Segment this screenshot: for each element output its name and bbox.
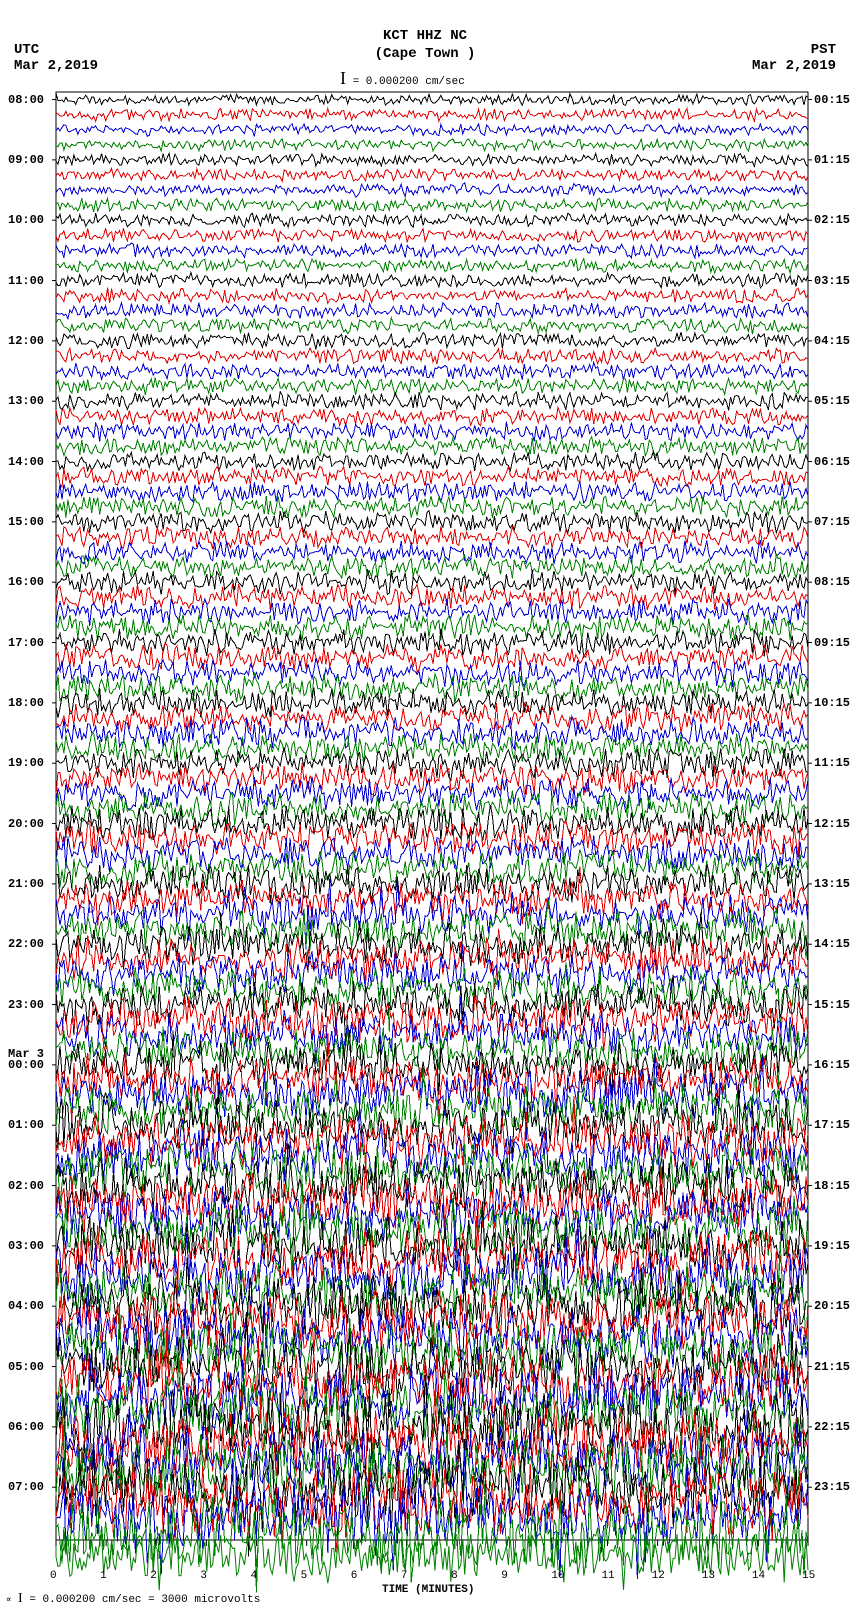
utc-hour-label: 14:00 bbox=[8, 455, 44, 469]
utc-hour-label: 06:00 bbox=[8, 1420, 44, 1434]
pst-hour-label: 02:15 bbox=[814, 213, 850, 227]
x-tick: 13 bbox=[702, 1570, 715, 1582]
utc-hour-label: 04:00 bbox=[8, 1299, 44, 1313]
pst-hour-label: 04:15 bbox=[814, 334, 850, 348]
utc-hour-label: 23:00 bbox=[8, 998, 44, 1012]
pst-hour-label: 17:15 bbox=[814, 1118, 850, 1132]
helicorder-container: KCT HHZ NC (Cape Town ) I = 0.000200 cm/… bbox=[0, 0, 850, 1613]
pst-hour-label: 14:15 bbox=[814, 937, 850, 951]
x-tick: 0 bbox=[50, 1570, 57, 1582]
pst-hour-label: 06:15 bbox=[814, 455, 850, 469]
conversion-footer: ∝ I = 0.000200 cm/sec = 3000 microvolts bbox=[6, 1591, 260, 1607]
pst-hour-label: 19:15 bbox=[814, 1239, 850, 1253]
utc-hour-label: 18:00 bbox=[8, 696, 44, 710]
x-tick: 11 bbox=[601, 1570, 614, 1582]
pst-hour-label: 21:15 bbox=[814, 1360, 850, 1374]
pst-hour-label: 23:15 bbox=[814, 1480, 850, 1494]
x-tick: 12 bbox=[652, 1570, 665, 1582]
pst-hour-label: 05:15 bbox=[814, 394, 850, 408]
utc-hour-label: 17:00 bbox=[8, 636, 44, 650]
pst-hour-label: 16:15 bbox=[814, 1058, 850, 1072]
x-axis-title: TIME (MINUTES) bbox=[382, 1584, 474, 1596]
utc-hour-label: 12:00 bbox=[8, 334, 44, 348]
utc-hour-label: 19:00 bbox=[8, 756, 44, 770]
x-tick: 3 bbox=[200, 1570, 207, 1582]
x-tick: 5 bbox=[301, 1570, 308, 1582]
utc-hour-label: 02:00 bbox=[8, 1179, 44, 1193]
pst-hour-label: 10:15 bbox=[814, 696, 850, 710]
pst-hour-label: 15:15 bbox=[814, 998, 850, 1012]
pst-hour-label: 03:15 bbox=[814, 274, 850, 288]
utc-hour-label: 09:00 bbox=[8, 153, 44, 167]
x-tick: 2 bbox=[150, 1570, 157, 1582]
pst-hour-label: 11:15 bbox=[814, 756, 850, 770]
utc-hour-label: 00:00 bbox=[8, 1058, 44, 1072]
x-tick: 8 bbox=[451, 1570, 458, 1582]
utc-hour-label: 08:00 bbox=[8, 93, 44, 107]
pst-hour-label: 07:15 bbox=[814, 515, 850, 529]
utc-hour-label: 22:00 bbox=[8, 937, 44, 951]
pst-hour-label: 20:15 bbox=[814, 1299, 850, 1313]
x-tick: 4 bbox=[251, 1570, 258, 1582]
utc-hour-label: 21:00 bbox=[8, 877, 44, 891]
x-tick: 7 bbox=[401, 1570, 408, 1582]
x-tick: 14 bbox=[752, 1570, 765, 1582]
pst-hour-label: 12:15 bbox=[814, 817, 850, 831]
x-tick: 6 bbox=[351, 1570, 358, 1582]
utc-hour-label: 10:00 bbox=[8, 213, 44, 227]
pst-hour-label: 18:15 bbox=[814, 1179, 850, 1193]
pst-hour-label: 09:15 bbox=[814, 636, 850, 650]
x-tick: 1 bbox=[100, 1570, 107, 1582]
pst-hour-label: 00:15 bbox=[814, 93, 850, 107]
pst-hour-label: 22:15 bbox=[814, 1420, 850, 1434]
pst-hour-label: 08:15 bbox=[814, 575, 850, 589]
utc-hour-label: 15:00 bbox=[8, 515, 44, 529]
pst-hour-label: 13:15 bbox=[814, 877, 850, 891]
x-tick: 10 bbox=[551, 1570, 564, 1582]
utc-hour-label: 13:00 bbox=[8, 394, 44, 408]
utc-hour-label: 03:00 bbox=[8, 1239, 44, 1253]
utc-hour-label: 07:00 bbox=[8, 1480, 44, 1494]
utc-hour-label: 11:00 bbox=[8, 274, 44, 288]
x-tick: 15 bbox=[802, 1570, 815, 1582]
utc-hour-label: 01:00 bbox=[8, 1118, 44, 1132]
x-tick: 9 bbox=[501, 1570, 508, 1582]
utc-hour-label: 20:00 bbox=[8, 817, 44, 831]
utc-hour-label: 05:00 bbox=[8, 1360, 44, 1374]
pst-hour-label: 01:15 bbox=[814, 153, 850, 167]
utc-hour-label: 16:00 bbox=[8, 575, 44, 589]
helicorder-plot bbox=[0, 0, 850, 1613]
